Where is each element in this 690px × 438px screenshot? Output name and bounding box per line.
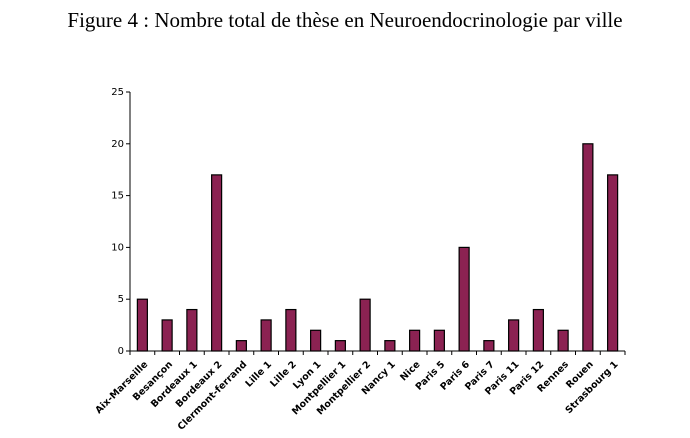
bar bbox=[557, 329, 569, 352]
bar bbox=[285, 308, 297, 352]
bar bbox=[186, 308, 198, 352]
bar bbox=[409, 329, 421, 352]
bar bbox=[607, 174, 619, 352]
bar bbox=[310, 329, 322, 352]
bar bbox=[235, 340, 247, 352]
bar bbox=[433, 329, 445, 352]
bar bbox=[384, 340, 396, 352]
bar bbox=[211, 174, 223, 352]
x-tick-label: Lille 1 bbox=[243, 359, 274, 390]
bar bbox=[483, 340, 495, 352]
bar bbox=[458, 246, 470, 352]
y-tick-label: 5 bbox=[118, 294, 124, 305]
bar bbox=[508, 319, 520, 352]
bar bbox=[161, 319, 173, 352]
bar bbox=[136, 298, 148, 352]
bar bbox=[582, 143, 594, 352]
bar bbox=[532, 308, 544, 352]
y-tick-label: 10 bbox=[111, 242, 124, 253]
bar bbox=[334, 340, 346, 352]
bar bbox=[359, 298, 371, 352]
y-tick-label: 20 bbox=[111, 139, 124, 150]
y-tick-label: 0 bbox=[118, 346, 124, 357]
bar bbox=[260, 319, 272, 352]
y-tick-label: 15 bbox=[111, 191, 124, 202]
y-tick-label: 25 bbox=[111, 87, 124, 98]
chart-title: Figure 4 : Nombre total de thèse en Neur… bbox=[67, 8, 622, 32]
